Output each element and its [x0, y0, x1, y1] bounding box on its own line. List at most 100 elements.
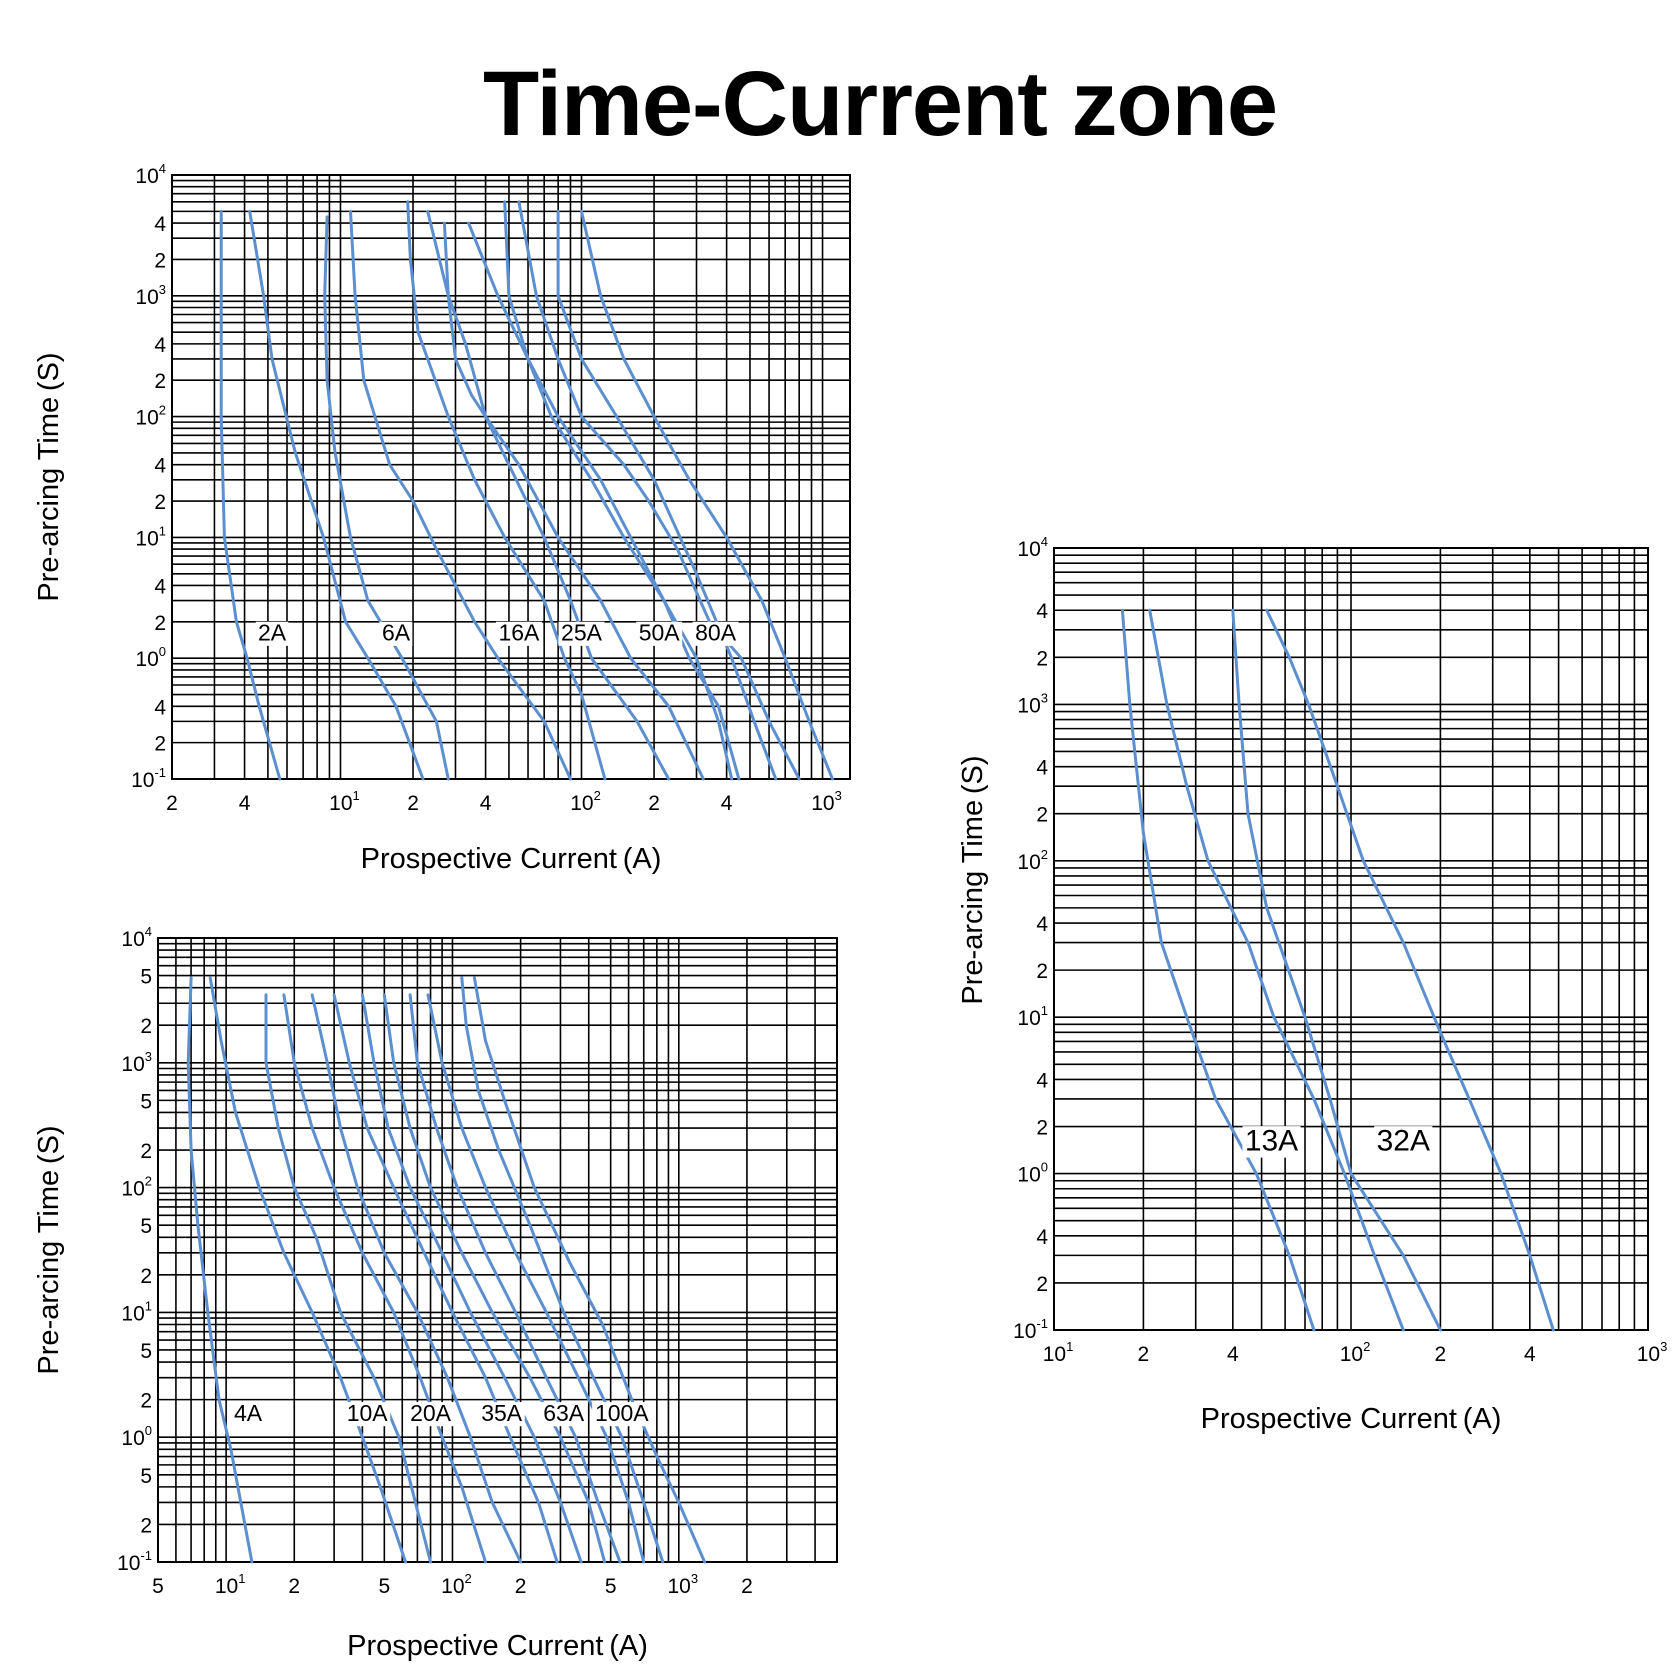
series-line-4: [282, 993, 487, 1564]
curve-label: 80A: [695, 620, 737, 646]
y-tick-label: 4: [154, 455, 166, 478]
y-tick-label: 2: [1036, 647, 1048, 670]
y-tick-label: 4: [154, 696, 166, 719]
annotation-background: [344, 1402, 391, 1427]
plot-frame: [1053, 547, 1649, 1331]
annotation-background: [379, 621, 413, 646]
chart-c: 101 2 4 102 2 4 103 10-1 2 4 100 2 4 101 2 4 102 2 4 103 2 4 1…: [957, 534, 1667, 1435]
y-tick-label: 2: [1036, 1117, 1048, 1140]
curve-label: 35A: [481, 1400, 523, 1426]
x-tick-label: 2: [1138, 1343, 1150, 1366]
x-tick-label: 102: [1340, 1339, 1371, 1366]
series-line-4: [1265, 608, 1555, 1332]
series-line-2: [248, 209, 425, 781]
curve-label: 25A: [561, 620, 603, 646]
curve-label: 100A: [595, 1400, 649, 1426]
x-tick-label: 4: [480, 792, 492, 815]
series-line-12: [580, 209, 834, 781]
x-tick-label: 103: [811, 788, 842, 815]
series-line-11: [460, 976, 665, 1564]
x-tick-label: 103: [1637, 1339, 1668, 1366]
y-tick-label: 5: [140, 1340, 152, 1363]
grid: [1053, 547, 1649, 1331]
curve-label: 4A: [234, 1400, 263, 1426]
x-tick-label: 102: [570, 788, 601, 815]
series-line-10: [426, 993, 646, 1564]
annotation-background: [495, 621, 542, 646]
x-tick-label: 5: [605, 1575, 617, 1598]
plot-frame: [171, 174, 851, 780]
x-tick-label: 4: [1524, 1343, 1536, 1366]
x-tick-label: 2: [288, 1575, 300, 1598]
y-tick-label: 103: [121, 1049, 152, 1076]
x-axis-label: Prospective Current (A): [361, 843, 662, 875]
y-tick-label: 4: [1036, 757, 1048, 780]
x-tick-label: 4: [721, 792, 733, 815]
x-tick-label: 2: [515, 1575, 527, 1598]
annotation-background: [592, 1402, 652, 1427]
y-tick-label: 2: [140, 1390, 152, 1413]
series-line-9: [503, 200, 741, 781]
x-tick-label: 2: [648, 792, 660, 815]
x-tick-label: 101: [215, 1571, 246, 1598]
series-line-7: [442, 221, 705, 781]
x-tick-label: 2: [1435, 1343, 1447, 1366]
y-tick-label: 2: [154, 491, 166, 514]
y-tick-label: 4: [1036, 600, 1048, 623]
series-line-3: [323, 215, 450, 781]
y-tick-label: 2: [140, 1015, 152, 1038]
x-tick-label: 101: [329, 788, 360, 815]
y-tick-label: 102: [135, 403, 166, 430]
series-line-9: [408, 993, 622, 1564]
y-tick-label: 5: [140, 1465, 152, 1488]
y-axis-label: Pre-arcing Time (S): [33, 1125, 65, 1374]
y-tick-label: 104: [135, 161, 166, 188]
series-line-1: [1120, 608, 1316, 1332]
y-tick-label: 103: [135, 282, 166, 309]
annotation-background: [407, 1402, 454, 1427]
y-tick-label: 10-1: [131, 765, 166, 792]
y-tick-label: 101: [135, 523, 166, 550]
y-tick-label: 4: [1036, 1226, 1048, 1249]
series-line-1: [186, 976, 254, 1564]
y-tick-label: 4: [154, 213, 166, 236]
y-tick-label: 10-1: [117, 1548, 152, 1575]
x-tick-label: 2: [407, 792, 419, 815]
y-tick-label: 104: [1017, 534, 1048, 561]
annotation-background: [1242, 1126, 1301, 1158]
y-tick-label: 2: [1036, 960, 1048, 983]
annotation-background: [558, 621, 605, 646]
curve-label: 6A: [382, 620, 411, 646]
x-axis-label: Prospective Current (A): [347, 1630, 648, 1662]
y-tick-label: 4: [154, 334, 166, 357]
y-tick-label: 2: [154, 733, 166, 756]
y-tick-label: 101: [1017, 1003, 1048, 1030]
series-line-5: [406, 200, 607, 781]
y-axis-label: Pre-arcing Time (S): [957, 755, 989, 1004]
x-tick-label: 102: [441, 1571, 472, 1598]
series-line-11: [556, 209, 778, 781]
y-tick-label: 2: [154, 249, 166, 272]
y-tick-label: 101: [121, 1298, 152, 1325]
y-tick-label: 5: [140, 1215, 152, 1238]
y-tick-label: 104: [121, 924, 152, 951]
curve-label: 2A: [258, 620, 287, 646]
annotation-background: [692, 621, 739, 646]
x-tick-label: 5: [378, 1575, 390, 1598]
x-tick-label: 101: [1043, 1339, 1074, 1366]
series-line-2: [1148, 608, 1405, 1332]
curve-label: 16A: [498, 620, 540, 646]
curve-label: 10A: [347, 1400, 389, 1426]
chart-a: 2 4 101 2 4 102 2 4 10310-1241002410124102241032…: [33, 161, 851, 875]
y-tick-label: 2: [154, 370, 166, 393]
y-tick-label: 2: [140, 1514, 152, 1537]
y-tick-label: 5: [140, 1090, 152, 1113]
y-tick-label: 4: [154, 575, 166, 598]
page-title: Time-Current zone: [482, 53, 1278, 155]
y-tick-label: 100: [121, 1423, 152, 1450]
series-line-12: [472, 976, 707, 1564]
x-tick-label: 4: [239, 792, 251, 815]
series-line-5: [310, 993, 523, 1564]
y-axis-label: Pre-arcing Time (S): [33, 352, 65, 601]
